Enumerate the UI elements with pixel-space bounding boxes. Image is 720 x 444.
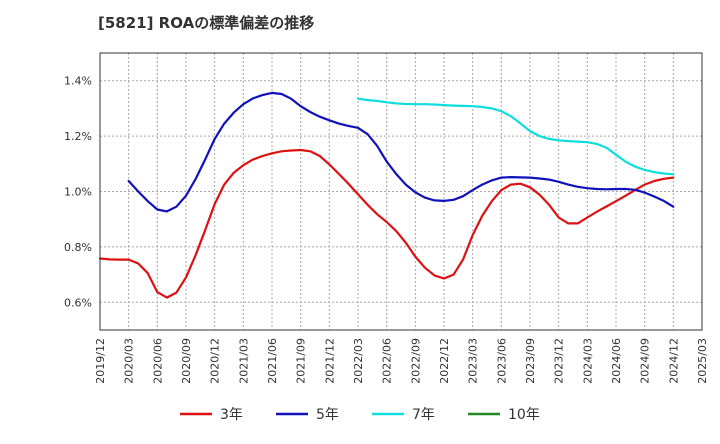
x-tick-label: 2020/03 (123, 338, 136, 384)
legend: 3年 5年 7年 10年 (180, 407, 540, 423)
plot-area-border (99, 52, 703, 331)
y-axis-tick-labels: 0.6% 0.8% 1.0% 1.2% 1.4% (64, 75, 92, 310)
legend-label: 7年 (412, 407, 435, 423)
series-line-3年 (98, 148, 675, 299)
x-tick-label: 2024/03 (581, 338, 594, 384)
series-line-5年 (127, 91, 675, 213)
x-axis-tick-labels: 2019/12 2020/03 2020/06 2020/09 2020/12 2021/… (94, 338, 709, 384)
x-tick-label: 2023/03 (467, 338, 480, 384)
x-tick-label: 2022/12 (438, 338, 451, 384)
y-tick-label: 1.4% (64, 75, 92, 88)
series-lines (98, 91, 675, 299)
legend-label: 5年 (316, 407, 339, 423)
y-tick-label: 0.8% (64, 241, 92, 254)
x-tick-label: 2021/09 (295, 338, 308, 384)
x-tick-label: 2020/06 (151, 338, 164, 384)
x-tick-label: 2021/06 (266, 338, 279, 384)
y-tick-label: 1.0% (64, 186, 92, 199)
x-tick-label: 2022/09 (409, 338, 422, 384)
x-tick-label: 2023/06 (495, 338, 508, 384)
x-tick-label: 2022/03 (352, 338, 365, 384)
y-tick-label: 1.2% (64, 130, 92, 143)
x-tick-label: 2019/12 (94, 338, 107, 384)
grid-lines (99, 53, 703, 330)
chart-title: [5821] ROAの標準偏差の推移 (98, 14, 315, 32)
legend-label: 10年 (508, 407, 540, 423)
x-tick-label: 2022/06 (381, 338, 394, 384)
x-tick-label: 2020/09 (180, 338, 193, 384)
x-tick-label: 2021/12 (323, 338, 336, 384)
x-tick-label: 2025/03 (696, 338, 709, 384)
x-tick-label: 2024/06 (610, 338, 623, 384)
x-tick-label: 2023/09 (524, 338, 537, 384)
x-tick-label: 2021/03 (237, 338, 250, 384)
x-tick-label: 2023/12 (553, 338, 566, 384)
x-tick-label: 2024/09 (639, 338, 652, 384)
series-line-7年 (356, 97, 675, 176)
y-tick-label: 0.6% (64, 296, 92, 309)
legend-label: 3年 (220, 407, 243, 423)
x-tick-label: 2020/12 (209, 338, 222, 384)
x-tick-label: 2024/12 (667, 338, 680, 384)
